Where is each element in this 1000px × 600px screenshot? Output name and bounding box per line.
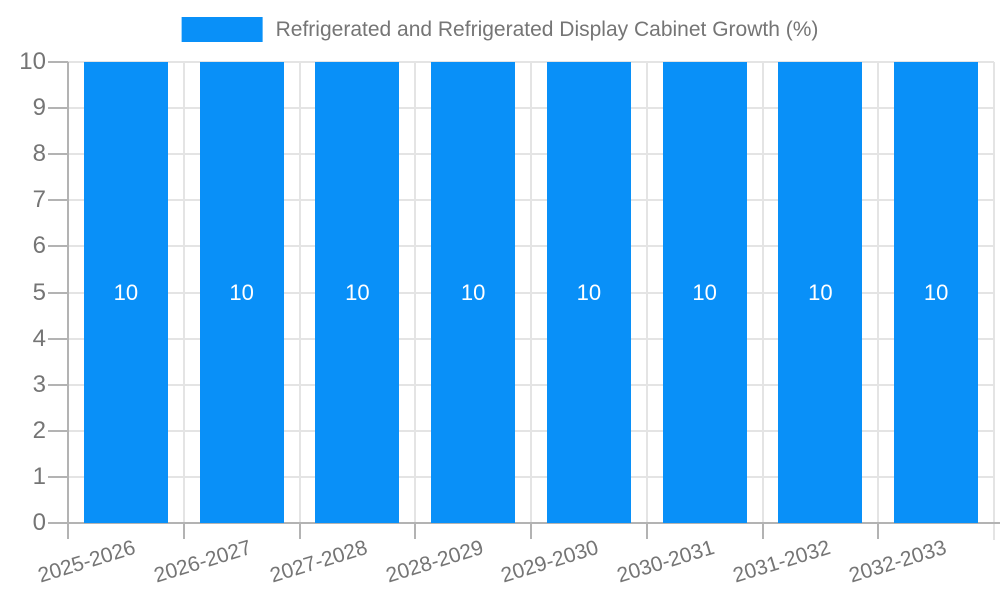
x-axis-tick <box>877 523 880 539</box>
y-axis-label: 0 <box>32 509 46 536</box>
x-axis-label: 2028-2029 <box>383 536 486 588</box>
x-axis-line <box>67 522 1000 524</box>
bar[interactable] <box>199 62 284 523</box>
x-axis-tick <box>414 523 417 539</box>
y-axis-tick <box>48 475 68 478</box>
y-axis-tick <box>48 107 68 110</box>
x-axis-tick <box>645 523 648 539</box>
x-axis-tick <box>182 523 185 539</box>
bar[interactable] <box>894 62 979 523</box>
x-axis-label: 2026-2027 <box>151 536 255 588</box>
y-axis-tick <box>48 199 68 202</box>
bar-value-label: 10 <box>229 279 254 305</box>
y-axis-tick <box>48 153 68 156</box>
gridline-vertical <box>877 62 880 523</box>
gridline-vertical <box>993 62 995 540</box>
y-axis-label: 9 <box>32 94 46 122</box>
bar[interactable] <box>546 62 631 523</box>
x-axis-label: 2032-2033 <box>846 536 949 588</box>
gridline-vertical <box>414 62 417 523</box>
legend[interactable]: Refrigerated and Refrigerated Display Ca… <box>181 17 819 42</box>
y-axis-tick <box>48 337 68 340</box>
x-axis-tick <box>761 523 764 539</box>
x-axis-label: 2029-2030 <box>498 536 602 588</box>
y-axis-tick <box>48 429 68 432</box>
gridline-vertical <box>645 62 648 523</box>
x-axis-label: 2030-2031 <box>614 536 718 588</box>
bar[interactable] <box>431 62 516 523</box>
bar-value-label: 10 <box>345 279 370 305</box>
y-axis-label: 7 <box>32 186 46 214</box>
gridline-vertical <box>298 62 301 523</box>
gridline-vertical <box>530 62 532 523</box>
y-axis-line <box>67 62 69 539</box>
bar-value-label: 10 <box>576 279 602 305</box>
y-axis-label: 5 <box>32 278 46 306</box>
y-axis-label: 2 <box>32 416 46 444</box>
y-axis-label: 8 <box>32 140 46 168</box>
x-axis-label: 2027-2028 <box>267 536 371 588</box>
y-axis-label: 4 <box>32 324 46 352</box>
y-axis-label: 3 <box>32 370 46 398</box>
bar-value-label: 10 <box>808 279 833 305</box>
bar-value-label: 10 <box>923 279 949 305</box>
x-axis-label: 2031-2032 <box>730 536 834 588</box>
gridline-vertical <box>761 62 764 523</box>
bar[interactable] <box>662 62 747 523</box>
x-axis-label: 2025-2026 <box>35 536 139 588</box>
x-axis-tick <box>530 523 532 539</box>
bar-value-label: 10 <box>692 279 717 305</box>
bar[interactable] <box>778 62 863 523</box>
y-axis-tick <box>48 61 68 63</box>
bar[interactable] <box>83 62 168 523</box>
x-axis-tick <box>298 523 301 539</box>
y-axis-tick <box>48 291 68 294</box>
bar-value-label: 10 <box>113 279 139 305</box>
legend-label: Refrigerated and Refrigerated Display Ca… <box>275 17 819 41</box>
bar[interactable] <box>315 62 400 523</box>
y-axis-label: 6 <box>32 232 46 260</box>
y-axis-tick <box>48 245 68 248</box>
y-axis-tick <box>48 383 68 386</box>
y-axis-label: 10 <box>19 48 46 75</box>
legend-swatch-icon <box>181 17 263 42</box>
bar-value-label: 10 <box>460 279 486 305</box>
y-axis-tick <box>48 522 68 524</box>
y-axis-label: 1 <box>32 462 46 490</box>
gridline-vertical <box>182 62 185 523</box>
